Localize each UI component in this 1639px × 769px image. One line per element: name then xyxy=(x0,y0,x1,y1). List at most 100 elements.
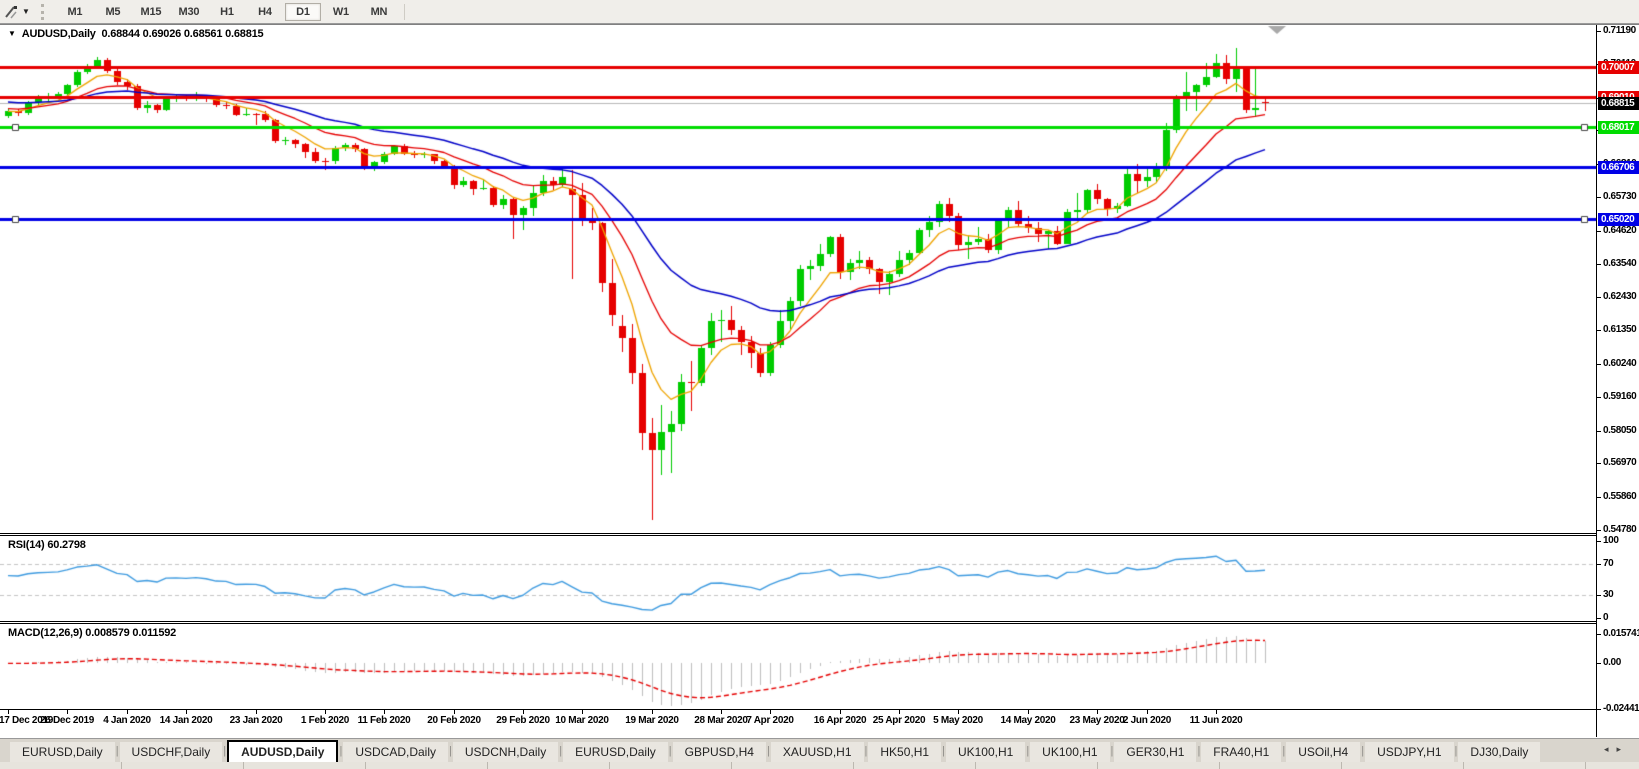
axis-tick-mark xyxy=(1597,363,1601,365)
tabs-scroll-right-icon[interactable]: ▸ xyxy=(1616,744,1629,754)
price-tick: 0.56970 xyxy=(1597,457,1637,469)
tab-separator: | xyxy=(559,744,563,757)
timeframe-button-MN[interactable]: MN xyxy=(370,5,388,18)
date-label: 11 Feb 2020 xyxy=(357,715,411,726)
chart-tab-FRA40-H1[interactable]: FRA40,H1 xyxy=(1201,742,1282,762)
time-axis-tick xyxy=(384,710,385,714)
price-axis[interactable]: 0.711900.701100.690000.679200.668100.657… xyxy=(1596,25,1639,737)
draw-tool-button[interactable]: ▼ xyxy=(0,2,33,22)
chart-tab-USDCNH-Daily[interactable]: USDCNH,Daily xyxy=(452,742,559,762)
time-axis-tick xyxy=(721,710,722,714)
tab-separator: | xyxy=(766,744,770,757)
price-line-badge: 0.66706 xyxy=(1598,161,1639,175)
axis-tick-mark xyxy=(1597,709,1601,710)
axis-tick-mark xyxy=(1597,541,1601,542)
chevron-down-icon[interactable]: ▼ xyxy=(22,7,30,16)
date-label: 17 Dec 2019 xyxy=(0,715,53,726)
time-axis-tick xyxy=(958,710,959,714)
chart-tab-EURUSD-Daily[interactable]: EURUSD,Daily xyxy=(10,742,115,762)
axis-tick-mark xyxy=(1597,430,1601,432)
time-axis-tick xyxy=(8,710,9,714)
date-label: 19 Mar 2020 xyxy=(625,715,679,726)
chart-tab-UK100-H1[interactable]: UK100,H1 xyxy=(945,742,1026,762)
chart-tab-DJ30-Daily[interactable]: DJ30,Daily xyxy=(1458,742,1541,762)
time-axis-tick xyxy=(1028,710,1029,714)
chart-tab-USDJPY-H1[interactable]: USDJPY,H1 xyxy=(1365,742,1454,762)
panel-separator[interactable] xyxy=(0,533,1639,536)
axis-tick-mark xyxy=(1597,197,1601,199)
chart-ohlc-values: 0.68844 0.69026 0.68561 0.68815 xyxy=(101,28,264,40)
date-label: 28 Mar 2020 xyxy=(694,715,748,726)
timeframe-button-M30[interactable]: M30 xyxy=(178,5,200,18)
price-tick: 0.59160 xyxy=(1597,391,1637,403)
chart-tab-USDCHF-Daily[interactable]: USDCHF,Daily xyxy=(119,742,223,762)
chart-tab-GER30-H1[interactable]: GER30,H1 xyxy=(1114,742,1197,762)
tab-separator: | xyxy=(223,744,227,757)
timeframe-button-D1[interactable]: D1 xyxy=(284,2,321,21)
rsi-value: 60.2798 xyxy=(47,539,86,551)
tab-separator: | xyxy=(1454,744,1458,757)
toolbar-separator xyxy=(403,3,405,20)
date-label: 10 Mar 2020 xyxy=(555,715,609,726)
time-axis-tick xyxy=(127,710,128,714)
axis-tick-mark xyxy=(1597,396,1601,398)
rsi-indicator-canvas[interactable] xyxy=(0,536,1596,621)
symbol-dropdown-icon[interactable]: ▼ xyxy=(8,29,16,38)
macd-axis-tick: 0.00 xyxy=(1597,657,1621,669)
main-price-chart-canvas[interactable] xyxy=(0,25,1596,533)
timeframe-button-M15[interactable]: M15 xyxy=(140,5,162,18)
date-label: 2 Jun 2020 xyxy=(1122,715,1172,726)
chart-tab-GBPUSD-H4[interactable]: GBPUSD,H4 xyxy=(672,742,766,762)
date-label: 23 May 2020 xyxy=(1069,715,1125,726)
macd-indicator-canvas[interactable] xyxy=(0,624,1596,709)
timeframe-buttons: M1 M5 M15 M30 H1 H4 D1 W1 MN xyxy=(56,2,398,21)
timeframe-button-W1[interactable]: W1 xyxy=(332,5,349,18)
macd-axis-tick: -0.024412 xyxy=(1597,703,1639,715)
date-label: 7 Apr 2020 xyxy=(746,715,794,726)
timeframe-button-H1[interactable]: H1 xyxy=(220,5,234,18)
date-label: 26 Dec 2019 xyxy=(40,715,94,726)
axis-tick-mark xyxy=(1597,663,1601,665)
axis-tick-mark xyxy=(1597,564,1601,566)
chart-tab-USOil-H4[interactable]: USOil,H4 xyxy=(1286,742,1361,762)
timeframe-button-M5[interactable]: M5 xyxy=(105,5,121,18)
tab-separator: | xyxy=(1197,744,1201,757)
price-line-badge: 0.70007 xyxy=(1598,60,1639,74)
time-axis[interactable]: 17 Dec 2019 26 Dec 2019 4 Jan 2020 14 Jan 2… xyxy=(0,709,1639,739)
time-axis-tick xyxy=(67,710,68,714)
rsi-label: RSI(14) 60.2798 xyxy=(8,539,86,551)
chart-tab-AUDUSD-Daily[interactable]: AUDUSD,Daily xyxy=(227,740,339,763)
price-tick: 0.60240 xyxy=(1597,358,1637,370)
tab-separator: | xyxy=(1282,744,1286,757)
rsi-axis-tick: 100 xyxy=(1597,535,1619,547)
time-axis-tick xyxy=(899,710,900,714)
timeframe-button-H4[interactable]: H4 xyxy=(258,5,272,18)
panel-separator[interactable] xyxy=(0,621,1639,624)
chart-tabs-bar: EURUSD,Daily | USDCHF,Daily | AUDUSD,Daily | U… xyxy=(0,738,1639,763)
date-label: 25 Apr 2020 xyxy=(872,715,926,726)
time-axis-tick xyxy=(652,710,653,714)
price-tick: 0.55860 xyxy=(1597,491,1637,503)
date-label: 11 Jun 2020 xyxy=(1189,715,1243,726)
chart-tab-USDCAD-Daily[interactable]: USDCAD,Daily xyxy=(343,742,448,762)
time-axis-tick xyxy=(770,710,771,714)
date-label: 4 Jan 2020 xyxy=(103,715,151,726)
tab-separator: | xyxy=(1026,744,1030,757)
axis-tick-mark xyxy=(1597,297,1601,299)
axis-tick-mark xyxy=(1597,594,1601,596)
toolbar-grip-handle[interactable] xyxy=(40,3,50,20)
date-label: 16 Apr 2020 xyxy=(813,715,867,726)
chart-tab-HK50-H1[interactable]: HK50,H1 xyxy=(868,742,942,762)
tabs-scroll-left-icon[interactable]: ◂ xyxy=(1603,744,1617,754)
macd-main-value: 0.008579 xyxy=(85,627,130,639)
date-label: 1 Feb 2020 xyxy=(300,715,350,726)
time-axis-tick xyxy=(186,710,187,714)
chart-tab-XAUUSD-H1[interactable]: XAUUSD,H1 xyxy=(770,742,864,762)
price-tick: 0.62430 xyxy=(1597,291,1637,303)
chart-tab-EURUSD-Daily[interactable]: EURUSD,Daily xyxy=(563,742,668,762)
axis-tick-mark xyxy=(1597,497,1601,499)
time-axis-tick xyxy=(454,710,455,714)
timeframe-button-M1[interactable]: M1 xyxy=(67,5,83,18)
axis-tick-mark xyxy=(1597,618,1601,619)
chart-tab-UK100-H1[interactable]: UK100,H1 xyxy=(1030,742,1110,762)
